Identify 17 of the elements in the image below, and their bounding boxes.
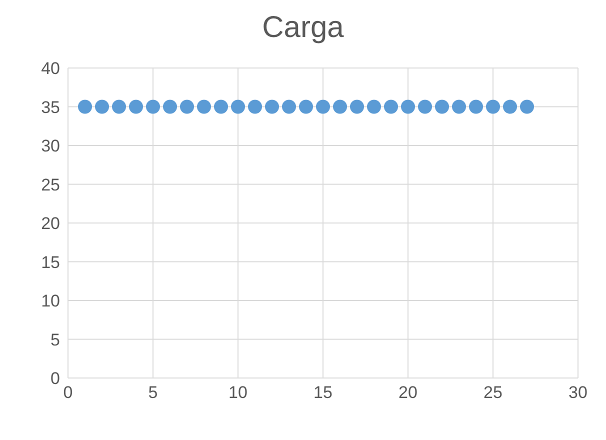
y-tick-label: 25	[41, 175, 60, 194]
x-tick-label: 15	[314, 383, 332, 402]
y-tick-label: 15	[41, 252, 60, 272]
y-tick-label: 10	[41, 292, 60, 311]
x-tick-label: 25	[484, 383, 502, 402]
y-tick-label: 5	[50, 330, 60, 350]
x-tick-label: 5	[148, 383, 158, 402]
x-tick-label: 10	[228, 383, 248, 402]
chart-title: Carga	[261, 10, 345, 46]
y-tick-label: 30	[41, 136, 60, 156]
x-tick-label: 20	[398, 383, 418, 402]
y-tick-label: 20	[41, 214, 60, 234]
y-tick-label: 35	[41, 98, 60, 117]
x-tick-label: 30	[568, 383, 588, 402]
x-tick-label: 0	[63, 383, 73, 402]
y-tick-label: 40	[41, 59, 60, 78]
y-tick-label: 0	[50, 369, 60, 388]
